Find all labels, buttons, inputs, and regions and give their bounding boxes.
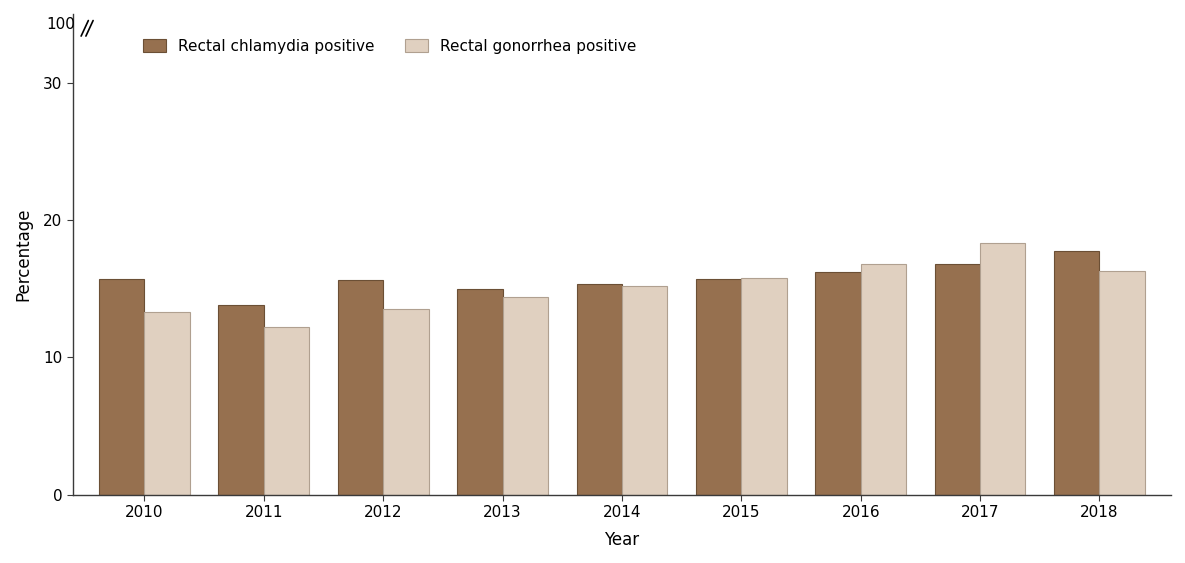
Bar [457, 289, 502, 494]
Bar [502, 297, 547, 494]
Bar [577, 284, 622, 494]
Bar [742, 278, 787, 494]
Bar [1100, 271, 1145, 494]
Bar [622, 286, 667, 494]
Bar [935, 264, 980, 494]
Bar [383, 309, 429, 494]
Y-axis label: Percentage: Percentage [14, 208, 32, 301]
Bar [980, 243, 1025, 494]
Bar [218, 305, 264, 494]
Text: 100: 100 [46, 17, 75, 33]
Bar [815, 272, 860, 494]
Legend: Rectal chlamydia positive, Rectal gonorrhea positive: Rectal chlamydia positive, Rectal gonorr… [135, 31, 645, 61]
Bar [860, 264, 907, 494]
Bar [145, 312, 190, 494]
Bar [1055, 252, 1100, 494]
X-axis label: Year: Year [604, 531, 640, 549]
Bar [696, 279, 742, 494]
Bar [100, 279, 145, 494]
Bar [264, 327, 309, 494]
Bar [338, 280, 383, 494]
